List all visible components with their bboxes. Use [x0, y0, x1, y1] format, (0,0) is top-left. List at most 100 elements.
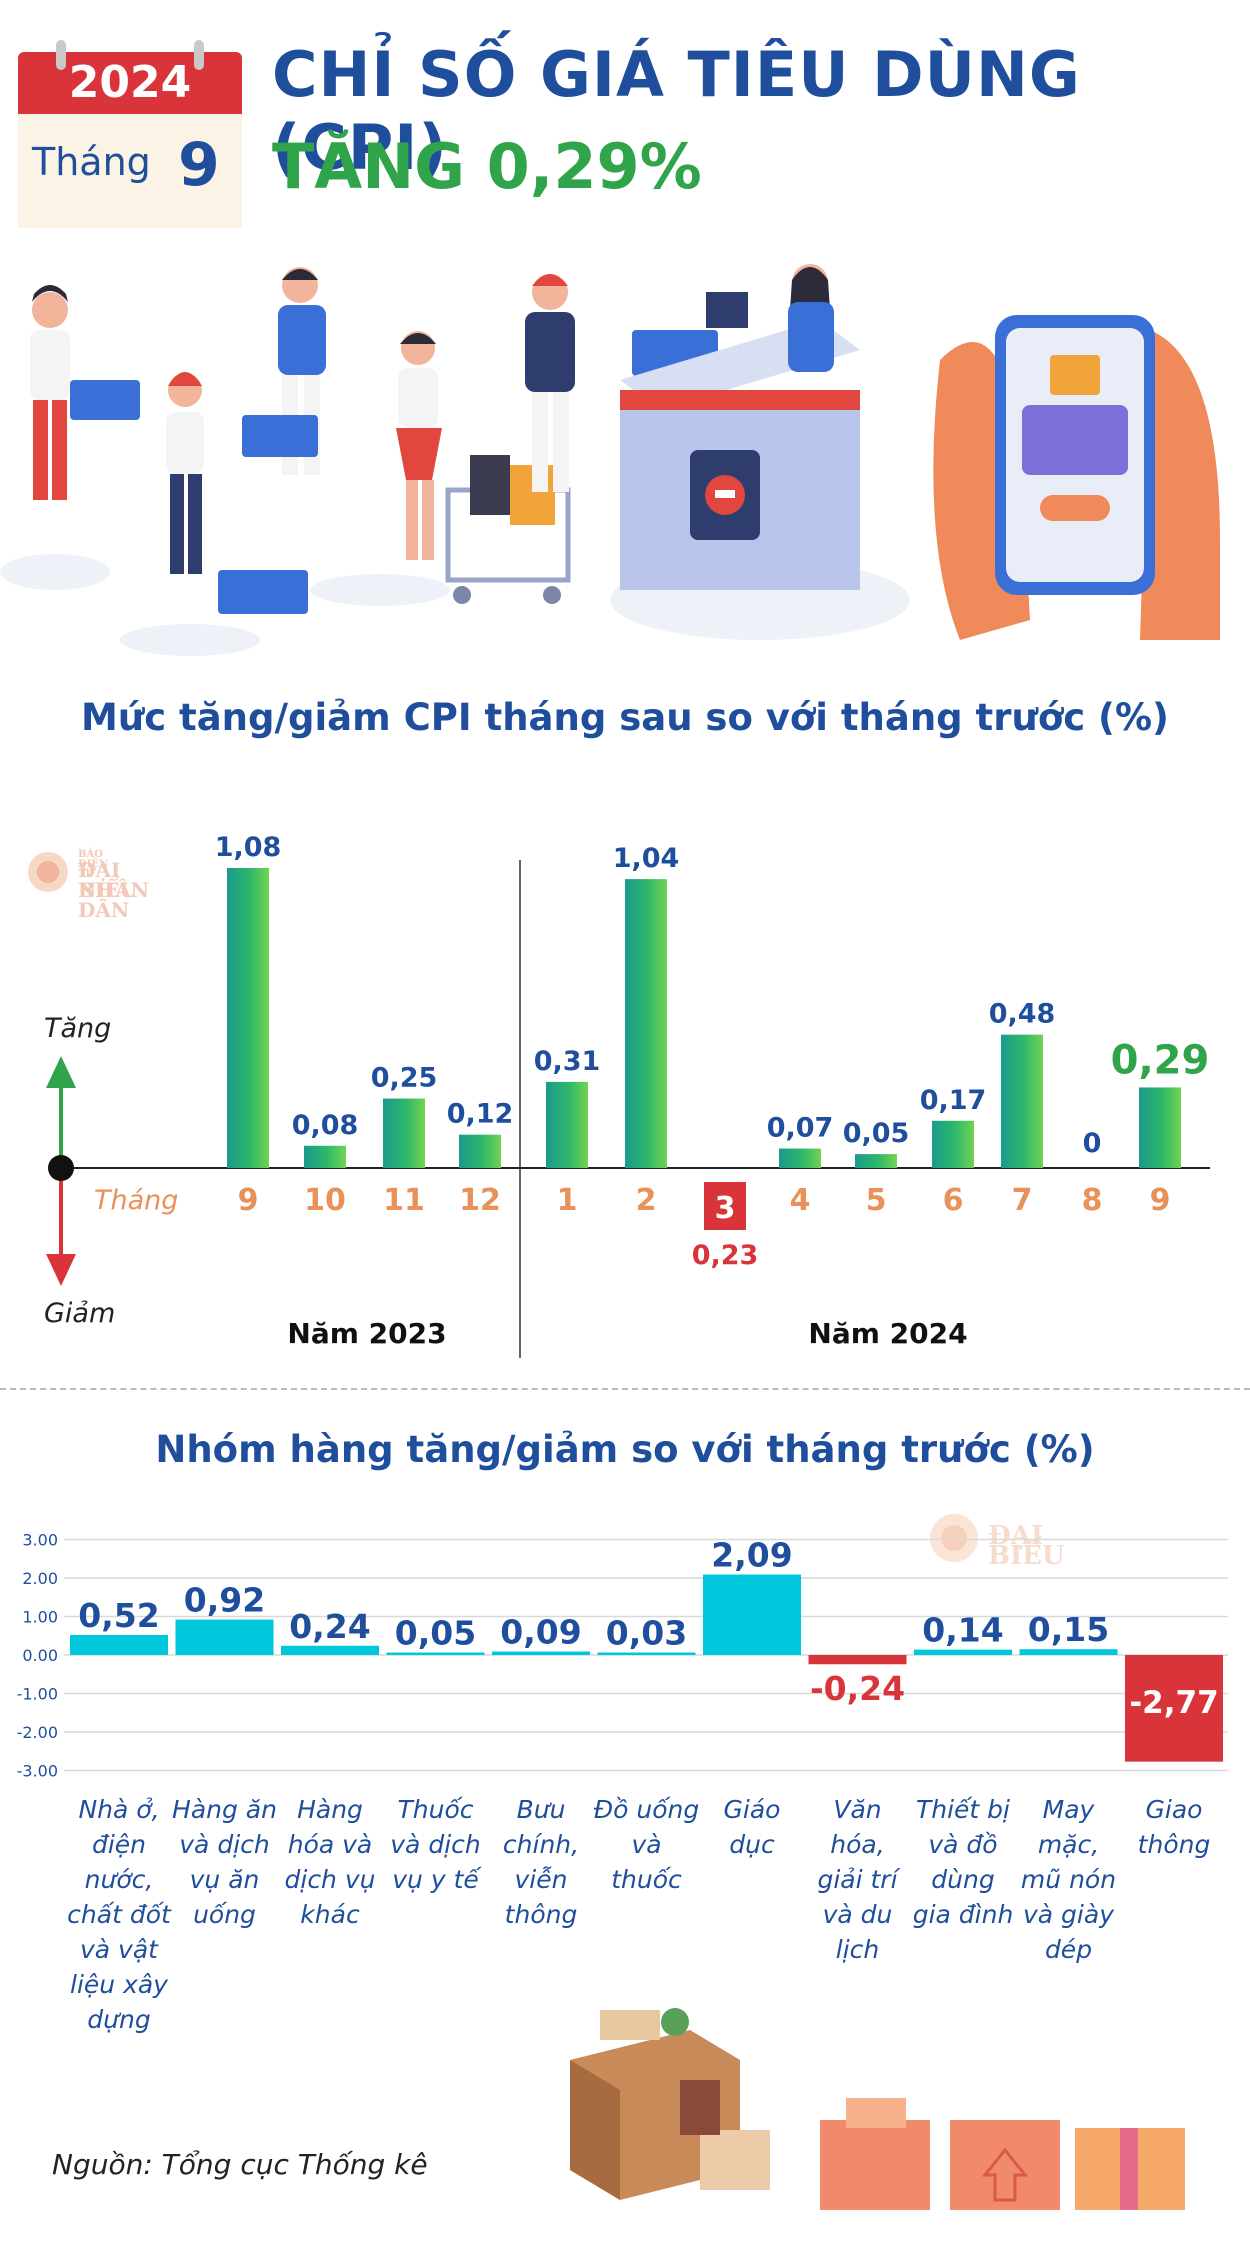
- cpi-value-label: 1,08: [215, 832, 282, 863]
- source-note: Nguồn: Tổng cục Thống kê: [52, 2148, 428, 2181]
- y-tick-label: -2.00: [17, 1723, 58, 1742]
- group-category-label: Giáo dục: [723, 1795, 781, 1859]
- axis-origin-dot: [48, 1155, 74, 1181]
- cpi-month-label: 11: [383, 1183, 425, 1218]
- groups-chart: 3.00 2.00 1.00 0.00 -1.00 -2.00 -3.00 0,52 0,92…: [17, 1531, 1228, 1781]
- group-value-label: 2,09: [711, 1536, 792, 1575]
- cpi-month-label: 7: [1012, 1183, 1033, 1218]
- group-value-label: -2,77: [1129, 1685, 1218, 1721]
- group-value-label: 0,14: [922, 1611, 1003, 1650]
- cpi-value-label: 0,23: [692, 1240, 759, 1271]
- cpi-value-label: 0: [1083, 1128, 1102, 1159]
- cpi-value-label: 0,31: [534, 1046, 601, 1077]
- cpi-month-label: 1: [557, 1183, 578, 1218]
- boxes-illustration: [570, 2008, 1185, 2210]
- cpi-chart-title: Mức tăng/giảm CPI tháng sau so với tháng…: [81, 696, 1169, 739]
- y-tick-label: 0.00: [22, 1646, 58, 1665]
- group-category-label: Hàng hóa và dịch vụ khác: [284, 1795, 376, 1929]
- group-bar-1: [70, 1634, 168, 1655]
- cpi-bar-2024-7: [1001, 1034, 1043, 1168]
- group-label-2024: Năm 2024: [808, 1317, 967, 1350]
- page-title: CHỈ SỐ GIÁ TIÊU DÙNG (CPI): [272, 38, 1081, 184]
- calendar-body: Tháng 9: [18, 114, 242, 228]
- cpi-value-label: 0,07: [767, 1113, 834, 1144]
- groups-chart-title: Nhóm hàng tăng/giảm so với tháng trước (…: [155, 1428, 1095, 1471]
- arrow-down-icon: [46, 1254, 76, 1286]
- group-bar-5: [492, 1651, 590, 1655]
- cpi-monthly-chart: 1,08 9 0,08 10 0,25 11 0,12 12 0,31 1 1,04 2 3 0,23 0,…: [46, 832, 1210, 1358]
- cpi-value-label: 0,25: [371, 1063, 438, 1094]
- calendar-month-number: 9: [178, 130, 220, 200]
- cpi-month-label: 8: [1082, 1183, 1103, 1218]
- page-subtitle: TĂNG 0,29%: [272, 130, 702, 203]
- cpi-value-label: 0,05: [843, 1118, 910, 1149]
- group-bar-9: [914, 1649, 1012, 1655]
- group-value-label: 0,24: [289, 1607, 370, 1646]
- watermark-mid-line1: ĐẠI BIỂU: [988, 1521, 1065, 1571]
- group-bar-3: [281, 1645, 379, 1655]
- cpi-bar-2023-11: [383, 1098, 425, 1168]
- watermark-top: BÁO ĐIỆN TỬ ĐẠI BIỂU NHÂN DÂN: [26, 850, 149, 920]
- group-category-label: Văn hóa, giải trí và du lịch: [817, 1795, 898, 1964]
- watermark-mid: ĐẠI BIỂU: [928, 1512, 1065, 1569]
- cpi-month-label: 5: [866, 1183, 887, 1218]
- cpi-bar-2024-3: [704, 1182, 746, 1230]
- group-category-label: Thiết bị và đồ dùng gia đình: [912, 1795, 1014, 1929]
- cpi-bar-2024-4: [779, 1148, 821, 1168]
- cpi-value-label: 0,17: [920, 1085, 987, 1116]
- cpi-bar-2024-9: [1139, 1087, 1181, 1168]
- group-category-label: May mặc, mũ nón và giày dép: [1020, 1795, 1117, 1964]
- group-category-label: Nhà ở, điện nước, chất đốt và vật liệu x…: [67, 1795, 171, 2034]
- y-tick-label: 3.00: [22, 1531, 58, 1550]
- y-tick-label: 1.00: [22, 1608, 58, 1627]
- group-value-label: -0,24: [810, 1669, 905, 1708]
- axis-x-label: Tháng: [94, 1185, 179, 1216]
- group-value-label: 0,15: [1028, 1610, 1109, 1649]
- cpi-bar-2024-2: [625, 879, 667, 1168]
- cpi-value-label: 0,08: [292, 1110, 359, 1141]
- cpi-month-label: 3: [715, 1191, 736, 1226]
- cpi-value-label: 0,29: [1111, 1037, 1210, 1083]
- group-category-label: Đồ uống và thuốc: [593, 1795, 700, 1894]
- group-bar-4: [386, 1652, 485, 1655]
- cpi-bar-2024-1: [546, 1081, 588, 1168]
- group-category-label: Giao thông: [1137, 1795, 1211, 1859]
- cpi-month-label: 12: [459, 1183, 501, 1218]
- cpi-bar-2023-9: [227, 868, 269, 1168]
- group-bar-7: [703, 1574, 801, 1655]
- group-bar-8: [808, 1655, 907, 1665]
- axis-down-label: Giảm: [44, 1298, 116, 1329]
- cpi-month-label: 10: [304, 1183, 346, 1218]
- cpi-month-label: 9: [1150, 1183, 1171, 1218]
- watermark-small: BÁO ĐIỆN TỬ: [78, 849, 109, 880]
- group-value-label: 0,05: [395, 1614, 476, 1653]
- cpi-value-label: 0,12: [447, 1099, 514, 1130]
- calendar-badge: 2024 Tháng 9: [18, 40, 242, 228]
- calendar-ring-right: [194, 40, 204, 70]
- y-tick-label: 2.00: [22, 1569, 58, 1588]
- axis-up-label: Tăng: [44, 1013, 112, 1044]
- cpi-month-label: 6: [943, 1183, 964, 1218]
- group-category-label: Hàng ăn và dịch vụ ăn uống: [172, 1795, 277, 1929]
- group-value-label: 0,09: [500, 1613, 581, 1652]
- cpi-month-label: 4: [790, 1183, 811, 1218]
- group-category-label: Bưu chính, viễn thông: [502, 1795, 580, 1929]
- shoppers-illustration: [0, 264, 1220, 656]
- group-bar-6: [597, 1652, 696, 1655]
- watermark-line2: NHÂN DÂN: [78, 878, 149, 922]
- group-value-label: 0,03: [606, 1614, 687, 1653]
- calendar-year: 2024: [18, 52, 242, 114]
- calendar-month-label: Tháng: [32, 140, 151, 184]
- calendar-ring-left: [56, 40, 66, 70]
- arrow-up-icon: [46, 1056, 76, 1088]
- cpi-bar-2023-10: [304, 1145, 346, 1168]
- cpi-bar-2023-12: [459, 1134, 501, 1168]
- cpi-bar-2024-6: [932, 1120, 974, 1168]
- group-label-2023: Năm 2023: [287, 1317, 446, 1350]
- y-tick-label: -1.00: [17, 1685, 58, 1704]
- watermark-line1: ĐẠI BIỂU: [78, 858, 137, 902]
- group-value-label: 0,52: [78, 1596, 159, 1635]
- group-bar-2: [175, 1619, 274, 1655]
- group-bar-10: [1019, 1649, 1118, 1655]
- group-value-label: 0,92: [184, 1581, 265, 1620]
